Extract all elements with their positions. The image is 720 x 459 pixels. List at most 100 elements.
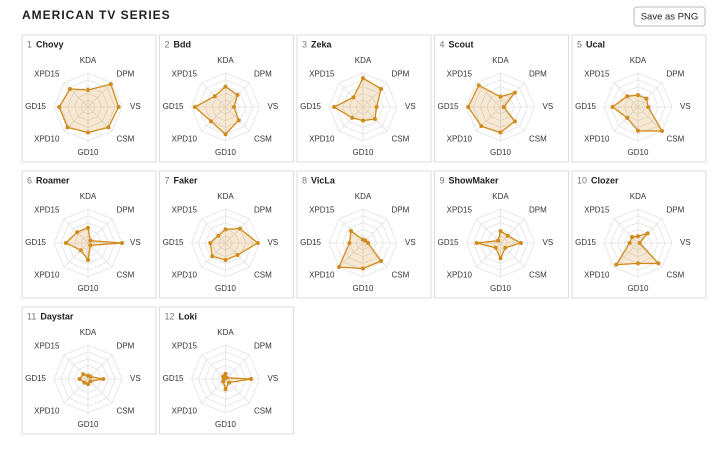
radar-point (75, 230, 80, 235)
radar-point (466, 105, 471, 109)
chart-title: VicLa (311, 175, 336, 185)
chart-title: Ucal (586, 39, 605, 49)
button-frame[interactable] (633, 6, 706, 27)
radar-point (223, 227, 228, 232)
axis-label: GD15 (300, 102, 321, 111)
axis-label: DPM (254, 206, 272, 215)
axis-label: GD15 (163, 238, 184, 247)
radar-point (249, 377, 253, 381)
chart-rank: 3 (302, 39, 307, 49)
axis-label: DPM (117, 342, 135, 351)
axis-label: XPD10 (309, 271, 335, 280)
axis-label: XPD15 (172, 70, 198, 79)
spoke (201, 354, 226, 380)
axis-label: XPD15 (34, 342, 60, 351)
save-button[interactable]: Save as PNG (633, 6, 706, 27)
axis-label: VS (268, 102, 279, 111)
axis-label: GD10 (628, 148, 649, 157)
axis-label: CSM (392, 271, 410, 280)
chart-card: 4 Scout KDA DPM VS CSM GD10 XPD10 GD15 XPD15 (434, 34, 569, 163)
spoke (87, 378, 113, 404)
axis-label: CSM (254, 271, 272, 280)
radar-point (86, 130, 90, 135)
radar-point (476, 83, 481, 88)
axis-label: XPD15 (584, 206, 610, 215)
radar-point (86, 88, 90, 92)
button-label[interactable]: Save as PNG (641, 12, 699, 23)
spoke (362, 218, 388, 244)
axis-label: GD15 (438, 238, 459, 247)
spoke (87, 242, 113, 268)
radar-point (351, 95, 356, 100)
radar-point (223, 132, 228, 137)
axis-label: XPD10 (172, 135, 198, 144)
radar-point (656, 261, 661, 266)
chart-title: Daystar (40, 311, 74, 321)
chart-rank: 8 (302, 175, 307, 185)
radar-point (474, 241, 479, 245)
axis-label: GD10 (628, 284, 649, 293)
axis-label: GD10 (353, 284, 374, 293)
radar-point (361, 266, 365, 271)
chart-card: 11 Daystar KDA DPM VS CSM GD10 XPD10 GD15 XPD15 (21, 306, 157, 435)
axis-label: GD15 (25, 374, 46, 383)
radar-point (512, 119, 517, 124)
axis-label: VS (268, 374, 279, 383)
spoke (362, 82, 388, 108)
radar-point (86, 225, 90, 230)
axis-label: DPM (667, 70, 685, 79)
axis-label: XPD15 (584, 70, 610, 79)
axis-label: DPM (117, 70, 135, 79)
radar-point (63, 241, 68, 245)
axis-label: DPM (392, 70, 410, 79)
radar-point (223, 258, 228, 262)
spoke (87, 354, 113, 380)
spoke (201, 218, 226, 244)
axis-label: VS (405, 238, 416, 247)
radar-point (627, 241, 632, 245)
chart-title: Roamer (36, 175, 70, 185)
axis-label: CSM (117, 271, 135, 280)
radar-point (82, 380, 87, 385)
axis-label: GD10 (490, 284, 511, 293)
radar-point (373, 117, 378, 122)
radar-point (216, 233, 221, 238)
radar-point (81, 372, 86, 377)
axis-label: DPM (529, 70, 547, 79)
card-frame (159, 306, 294, 435)
spoke (362, 242, 388, 268)
radar-point (379, 259, 384, 264)
chart-card: 6 Roamer KDA DPM VS CSM GD10 XPD10 GD15 XPD15 (21, 170, 157, 299)
radar-point (347, 241, 352, 245)
axis-label: XPD10 (172, 407, 198, 416)
radar-point (636, 93, 640, 98)
card-frame (21, 306, 157, 435)
radar-point (361, 76, 365, 81)
spoke (87, 218, 113, 244)
chart-rank: 2 (165, 39, 170, 49)
radar-point (350, 115, 355, 120)
radar-point (86, 258, 90, 262)
axis-label: VS (130, 374, 141, 383)
axis-label: GD10 (215, 420, 236, 429)
radar-point (236, 118, 241, 123)
radar-point (498, 229, 503, 234)
axis-label: XPD10 (584, 271, 610, 280)
radar-point (336, 265, 341, 270)
spoke (63, 82, 89, 108)
radar-point (374, 105, 379, 109)
chart-rank: 6 (27, 175, 32, 185)
axis-label: XPD10 (172, 271, 198, 280)
axis-label: VS (268, 238, 279, 247)
radar-point (610, 105, 615, 109)
spoke (613, 218, 639, 244)
axis-label: KDA (80, 328, 97, 337)
chart-title: Faker (174, 175, 199, 185)
radar-point (86, 382, 90, 387)
axis-label: KDA (492, 192, 509, 201)
axis-label: DPM (117, 206, 135, 215)
axis-label: KDA (80, 192, 97, 201)
axis-label: DPM (667, 206, 685, 215)
chart-rank: 7 (165, 175, 170, 185)
axis-label: GD15 (25, 102, 46, 111)
